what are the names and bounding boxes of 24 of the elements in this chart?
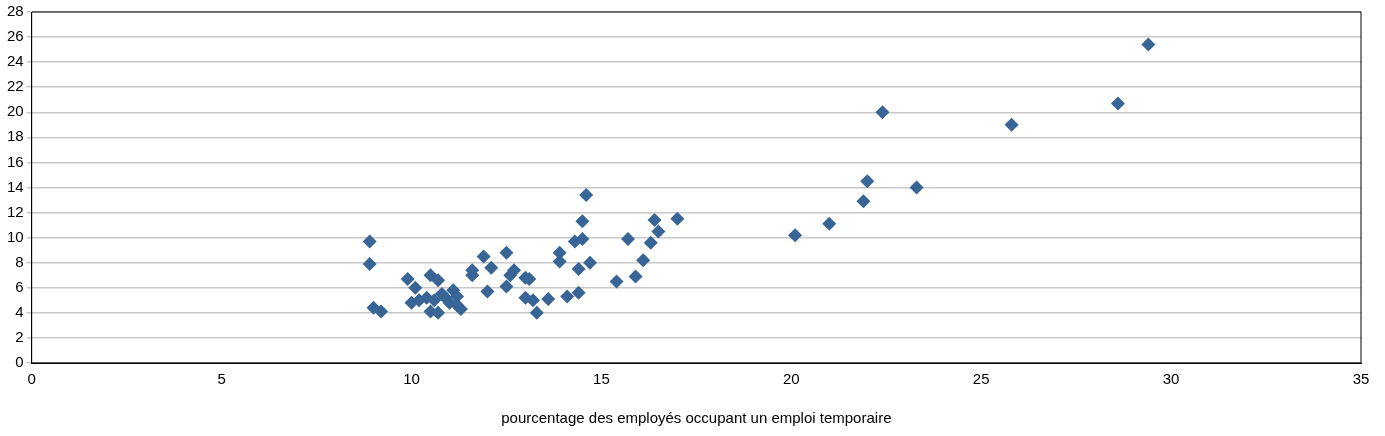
y-tick-label: 6 [15,277,24,295]
x-tick-label: 30 [1162,370,1180,388]
x-tick-label: 10 [403,370,420,388]
y-tick-label: 10 [7,227,24,245]
y-tick-label: 16 [7,152,24,170]
x-tick-label: 5 [217,370,226,388]
y-tick-label: 14 [7,177,24,195]
y-tick-label: 0 [15,353,24,371]
x-tick-label: 0 [27,370,36,388]
y-tick-label: 8 [15,252,24,270]
x-tick-label: 20 [782,370,800,388]
y-tick-label: 12 [7,202,24,220]
y-tick-label: 4 [15,303,24,320]
x-tick-label: 15 [593,370,610,388]
y-tick-label: 18 [7,127,24,145]
x-tick-label: 25 [972,370,990,388]
y-tick-label: 20 [7,102,24,120]
y-tick-label: 26 [7,27,24,45]
y-tick-label: 2 [15,328,24,346]
y-tick-label: 28 [7,2,24,20]
x-tick-label: 35 [1352,370,1370,388]
y-tick-label: 24 [7,52,24,70]
y-tick-label: 22 [7,77,24,95]
x-axis-title: pourcentage des employés occupant un emploi temporaire [501,409,892,427]
